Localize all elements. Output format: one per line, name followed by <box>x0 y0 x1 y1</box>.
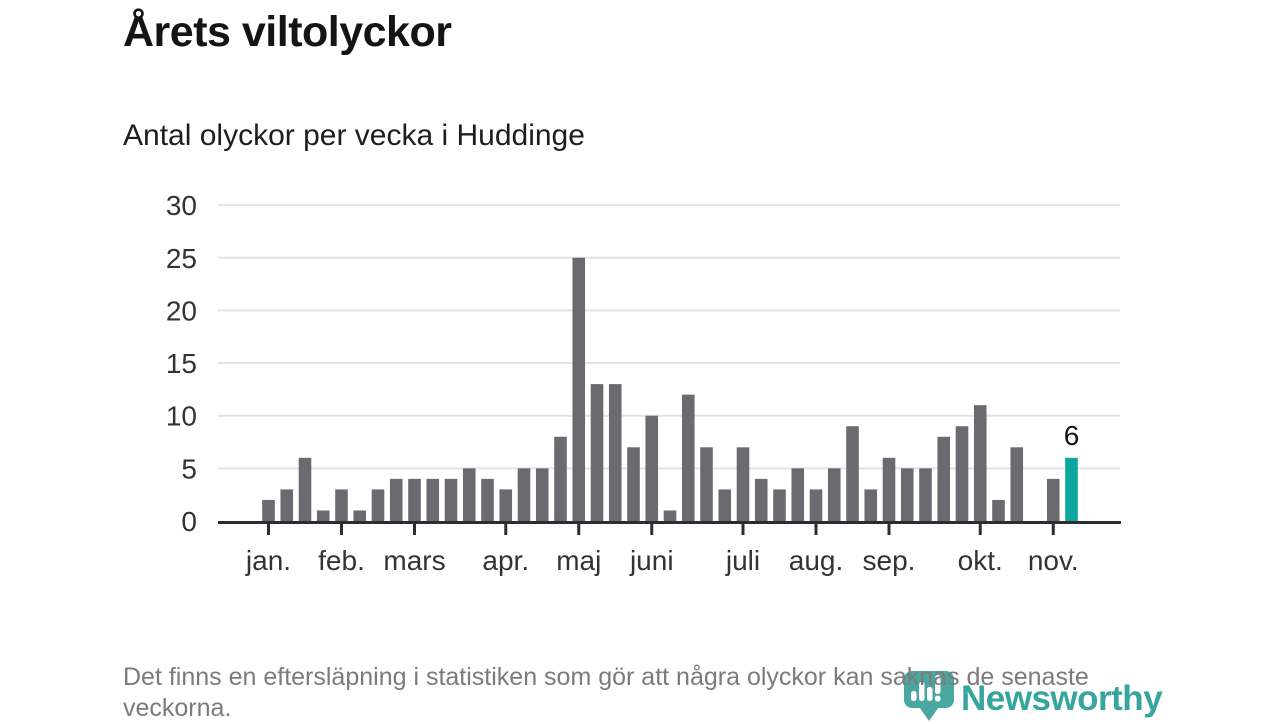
bar <box>919 468 932 521</box>
newsworthy-logo: Newsworthy <box>903 668 1163 722</box>
bar <box>535 468 549 521</box>
month-label: sep. <box>863 545 916 576</box>
bar <box>645 415 659 521</box>
month-label: juli <box>725 545 760 576</box>
bar <box>426 478 440 521</box>
bar <box>827 468 841 521</box>
month-label: nov. <box>1028 545 1079 576</box>
month-label: apr. <box>482 545 529 576</box>
bar-highlighted <box>1065 457 1078 521</box>
chart-subtitle: Antal olyckor per vecka i Huddinge <box>123 119 585 152</box>
bar <box>700 447 713 521</box>
y-axis-label: 5 <box>181 453 197 484</box>
footnote: Det finns en eftersläpning i statistiken… <box>123 663 1089 722</box>
bar <box>791 468 805 521</box>
bar <box>900 468 914 521</box>
bar <box>353 510 367 521</box>
bar <box>517 468 531 521</box>
bar <box>681 394 695 521</box>
bar <box>408 478 421 521</box>
bar <box>846 426 859 521</box>
bar <box>973 405 987 521</box>
y-axis-label: 0 <box>181 506 197 537</box>
bar <box>736 447 750 521</box>
bar <box>937 436 951 521</box>
y-axis-label: 25 <box>166 243 197 274</box>
y-axis-label: 15 <box>166 348 197 379</box>
month-label: jan. <box>245 545 291 576</box>
bar <box>298 457 312 521</box>
bar-chart-pin-icon <box>904 671 954 721</box>
bar <box>1046 478 1060 521</box>
bar <box>316 510 330 521</box>
y-axis-label: 20 <box>166 295 197 326</box>
bar <box>262 499 275 521</box>
y-axis-label: 10 <box>166 401 197 432</box>
bar <box>627 447 640 521</box>
bar <box>481 478 494 521</box>
y-axis-label: 30 <box>166 190 197 221</box>
bar <box>864 489 878 521</box>
bar <box>462 468 476 521</box>
bar <box>389 478 403 521</box>
month-label: okt. <box>958 545 1003 576</box>
page-title: Årets viltolyckor <box>123 8 452 56</box>
month-label: juni <box>629 545 674 576</box>
month-label: feb. <box>318 545 365 576</box>
bar-value-label: 6 <box>1064 420 1080 451</box>
month-label: maj <box>556 545 601 576</box>
month-label: mars <box>383 545 445 576</box>
month-label: aug. <box>789 545 844 576</box>
bar <box>554 436 567 521</box>
bar <box>754 478 768 521</box>
bar <box>444 478 458 521</box>
bar <box>992 499 1005 521</box>
bar <box>608 384 622 521</box>
bar <box>590 384 604 521</box>
bar <box>773 489 786 521</box>
logo-text: Newsworthy <box>961 679 1163 718</box>
bar <box>882 457 896 521</box>
bar <box>371 489 385 521</box>
bar <box>499 489 513 521</box>
bar <box>955 426 969 521</box>
bar <box>280 489 294 521</box>
bar <box>663 510 677 521</box>
bar <box>718 489 732 521</box>
bar <box>572 257 586 521</box>
bar <box>1010 447 1024 521</box>
bar <box>335 489 348 521</box>
bar <box>809 489 823 521</box>
